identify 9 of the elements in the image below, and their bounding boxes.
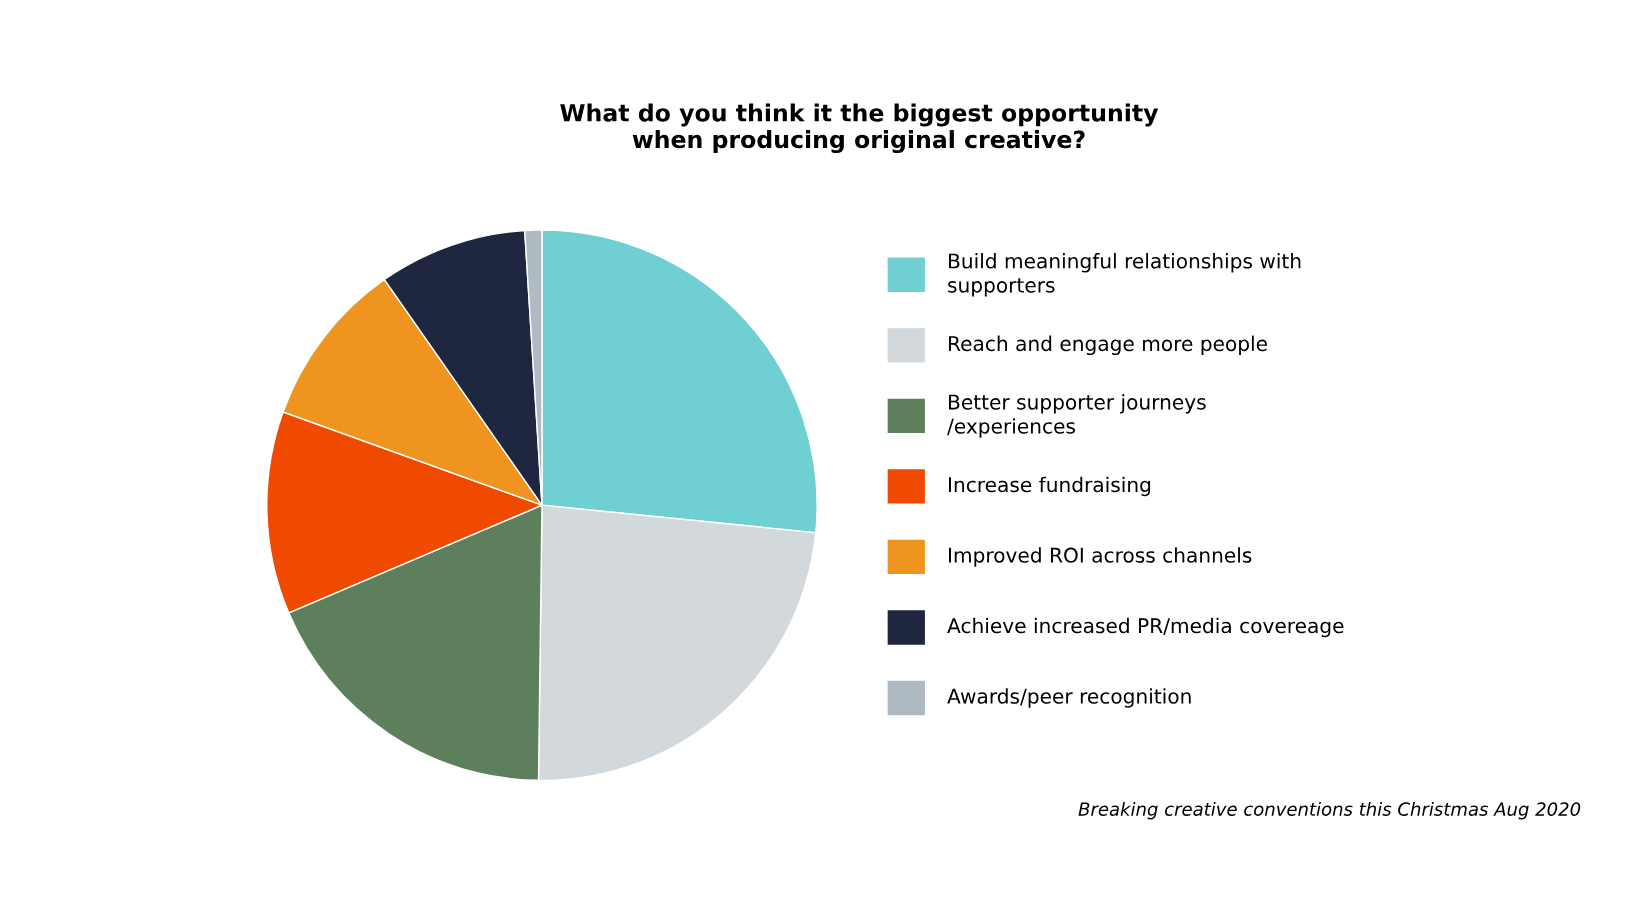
legend-label: Increase fundraising <box>949 476 1151 497</box>
text: Breaking creative conventions this Christmas Aug 2020 <box>1078 801 1581 820</box>
legend-label: Achieve increased PR/media covereage <box>947 617 1344 638</box>
chart-title: What do you think it the biggest opportunity when producing original creative? <box>560 103 1159 154</box>
legend-label: Better supporter journeys /experiences <box>947 394 1206 438</box>
legend-label: Awards/peer recognition <box>947 688 1191 708</box>
legend-label: Reach and engage more people <box>949 335 1267 356</box>
legend-label: Build meaningful relationships with supporters <box>948 253 1301 297</box>
legend-label: Improved ROI across channels <box>949 547 1252 567</box>
